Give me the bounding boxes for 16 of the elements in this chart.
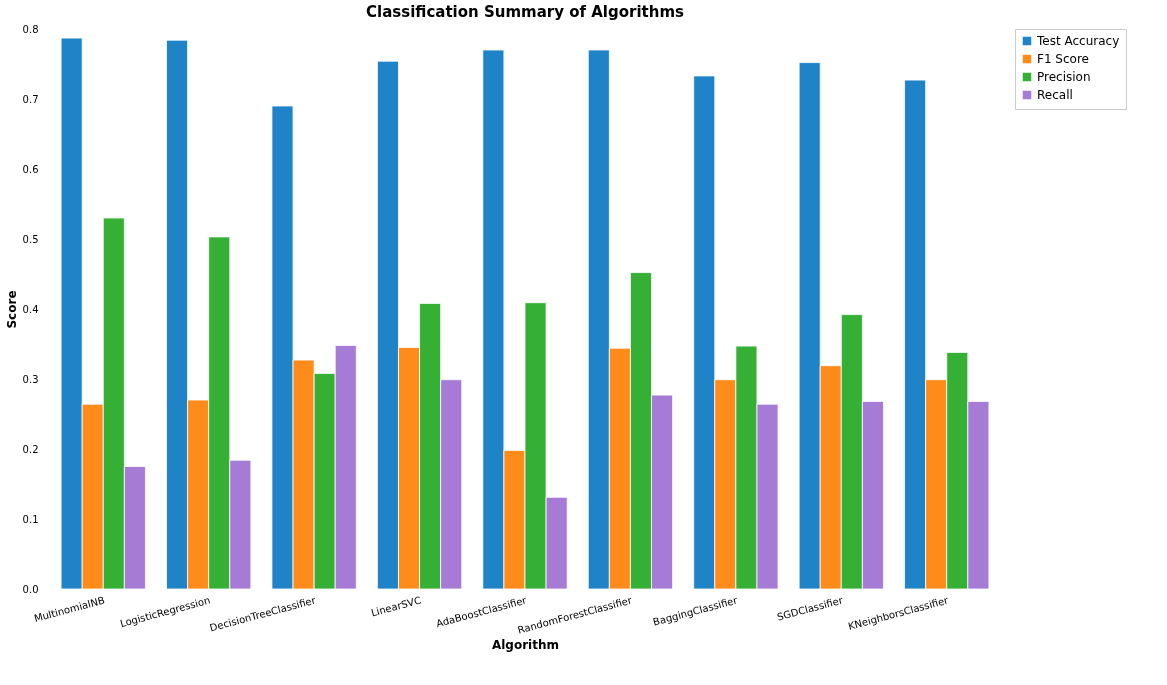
y-tick-label: 0.4 (22, 303, 39, 315)
chart-title: Classification Summary of Algorithms (366, 3, 685, 21)
y-tick-label: 0.1 (22, 513, 39, 525)
y-tick-label: 0.6 (22, 163, 39, 175)
legend-label: F1 Score (1037, 52, 1089, 66)
x-axis-title: Algorithm (491, 637, 560, 652)
y-tick-label: 0.3 (22, 373, 39, 385)
y-tick-label: 0.2 (22, 443, 39, 455)
y-tick-label: 0.0 (22, 583, 39, 595)
y-tick-label: 0.5 (22, 233, 39, 245)
y-tick-label: 0.8 (22, 23, 39, 35)
legend-label: Recall (1037, 88, 1073, 102)
y-axis-title: Score (4, 290, 19, 329)
y-tick-label: 0.7 (22, 93, 39, 105)
legend-label: Precision (1037, 70, 1091, 84)
legend-label: Test Accuracy (1036, 34, 1120, 48)
